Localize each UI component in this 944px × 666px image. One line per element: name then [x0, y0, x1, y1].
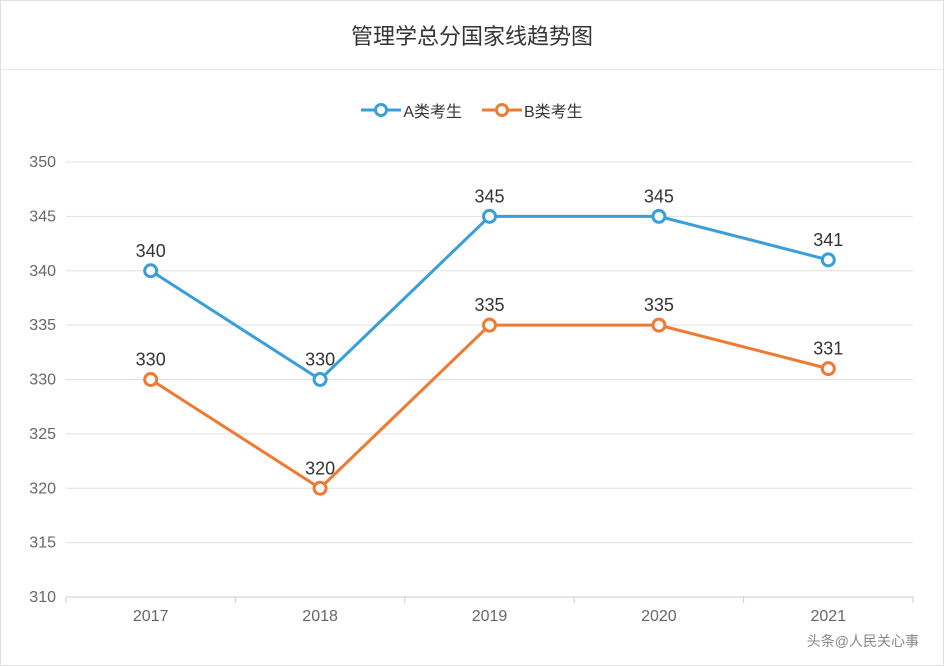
plot-area: 3103153203253303353403453502017201820192… [66, 156, 913, 625]
y-tick-label: 330 [29, 372, 56, 389]
data-label: 340 [136, 241, 166, 261]
data-point[interactable] [314, 374, 326, 386]
legend-item-a[interactable]: A类考生 [361, 98, 462, 122]
y-tick-label: 350 [29, 154, 56, 171]
data-point[interactable] [145, 265, 157, 277]
y-tick-label: 335 [29, 317, 56, 334]
data-point[interactable] [484, 210, 496, 222]
data-label: 335 [474, 295, 504, 315]
data-label: 320 [305, 458, 335, 478]
x-tick-label: 2017 [133, 608, 169, 625]
legend-circle-b [495, 103, 509, 117]
watermark: 头条@人民关心事 [803, 629, 923, 653]
chart-container: 管理学总分国家线趋势图 A类考生 B类考生 310 315 320 325 330 335… [0, 0, 944, 666]
chart-title: 管理学总分国家线趋势图 [1, 1, 943, 69]
legend-label-a: A类考生 [403, 98, 462, 122]
x-tick-label: 2019 [472, 608, 508, 625]
legend-marker-b [482, 102, 522, 118]
x-tick-label: 2020 [641, 608, 677, 625]
data-point[interactable] [653, 210, 665, 222]
y-tick-label: 325 [29, 426, 56, 443]
x-tick-label: 2018 [302, 608, 338, 625]
x-tick-label: 2021 [811, 608, 847, 625]
data-label: 330 [136, 350, 166, 370]
y-tick-label: 310 [29, 589, 56, 606]
legend: A类考生 B类考生 [1, 70, 943, 132]
data-label: 341 [813, 230, 843, 250]
data-point[interactable] [314, 482, 326, 494]
y-tick-label: 345 [29, 208, 56, 225]
data-label: 335 [644, 295, 674, 315]
plot-svg: 3103153203253303353403453502017201820192… [66, 156, 913, 625]
data-point[interactable] [822, 363, 834, 375]
y-tick-label: 320 [29, 480, 56, 497]
data-point[interactable] [653, 319, 665, 331]
data-point[interactable] [484, 319, 496, 331]
data-label: 330 [305, 350, 335, 370]
y-tick-label: 340 [29, 263, 56, 280]
data-label: 345 [644, 186, 674, 206]
legend-circle-a [374, 103, 388, 117]
series-line [151, 325, 829, 488]
data-point[interactable] [145, 374, 157, 386]
legend-item-b[interactable]: B类考生 [482, 98, 583, 122]
y-tick-label: 315 [29, 535, 56, 552]
data-label: 331 [813, 339, 843, 359]
legend-marker-a [361, 102, 401, 118]
legend-label-b: B类考生 [524, 98, 583, 122]
data-label: 345 [474, 186, 504, 206]
data-point[interactable] [822, 254, 834, 266]
